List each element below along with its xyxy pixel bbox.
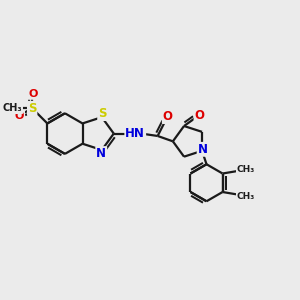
Text: N: N — [198, 143, 208, 156]
Text: O: O — [163, 110, 173, 123]
Text: O: O — [194, 109, 205, 122]
Text: CH₃: CH₃ — [237, 165, 255, 174]
Text: CH₃: CH₃ — [237, 192, 255, 201]
Text: S: S — [28, 102, 36, 115]
Text: O: O — [28, 89, 38, 99]
Text: CH₃: CH₃ — [3, 103, 22, 113]
Text: O: O — [15, 111, 24, 121]
Text: N: N — [96, 147, 106, 160]
Text: HN: HN — [125, 127, 145, 140]
Text: S: S — [98, 107, 107, 120]
